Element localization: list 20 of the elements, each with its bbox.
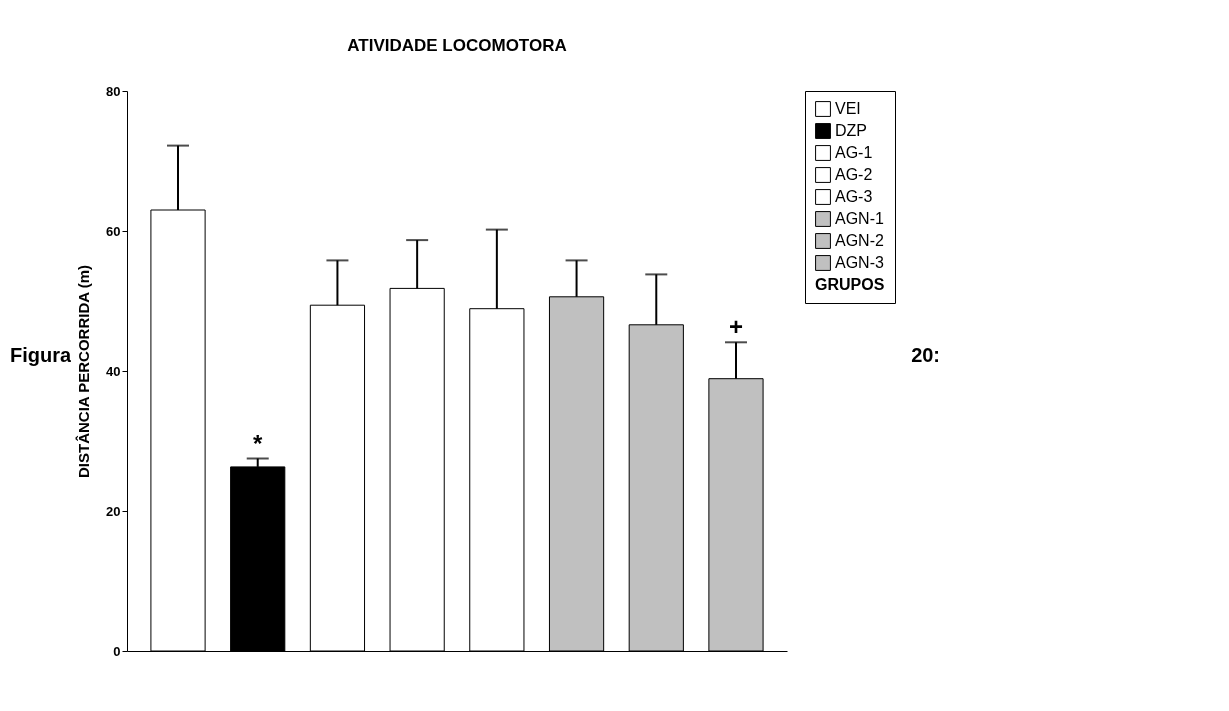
legend-label: AG-3: [835, 188, 873, 205]
y-tick-label: 0: [113, 643, 121, 659]
legend-label: AG-2: [835, 166, 873, 183]
legend-label: AGN-3: [835, 254, 885, 271]
data-label: +: [729, 313, 744, 341]
y-tick-label: 20: [106, 503, 121, 519]
data-label: *: [253, 429, 264, 457]
text: 20:: [911, 344, 941, 367]
y-tick-label: 60: [106, 223, 121, 239]
legend-label: DZP: [835, 122, 868, 139]
legend-label: AGN-2: [835, 232, 885, 249]
legend-label: AGN-1: [835, 210, 885, 227]
legend-label: AG-1: [835, 144, 873, 161]
y-tick-label: 40: [106, 363, 121, 379]
y-tick-label: 80: [106, 83, 121, 99]
legend-label: VEI: [835, 100, 861, 117]
text: Figura: [10, 344, 72, 367]
legend-title: GRUPOS: [815, 276, 885, 293]
y-axis-title: DISTÂNCIA PERCORRIDA (m): [75, 264, 93, 479]
chart-title: ATIVIDADE LOCOMOTORA: [347, 36, 567, 55]
